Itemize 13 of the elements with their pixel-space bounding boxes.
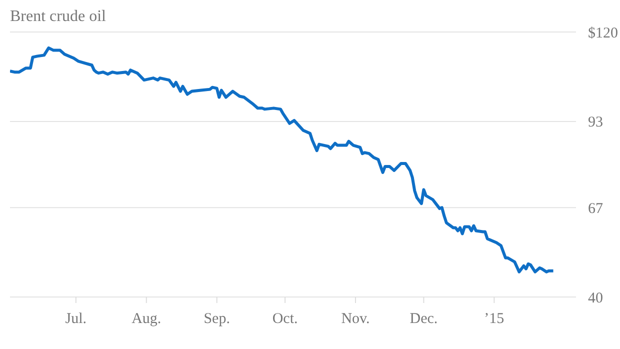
y-tick-label: $120 [588, 25, 618, 42]
x-tick-label: Jul. [65, 311, 87, 327]
x-tick-label: Oct. [272, 311, 298, 327]
x-tick-label: Nov. [341, 311, 370, 327]
x-tick-label: Dec. [410, 311, 438, 327]
x-tick-label: ’15 [484, 311, 504, 327]
y-tick-label: 67 [588, 200, 604, 217]
chart-title: Brent crude oil [10, 8, 106, 26]
y-tick-label: 93 [588, 114, 603, 131]
x-tick-label: Aug. [132, 311, 162, 327]
line-series [10, 46, 555, 274]
x-tick-label: Sep. [204, 311, 230, 327]
y-tick-label: 40 [588, 290, 603, 306]
